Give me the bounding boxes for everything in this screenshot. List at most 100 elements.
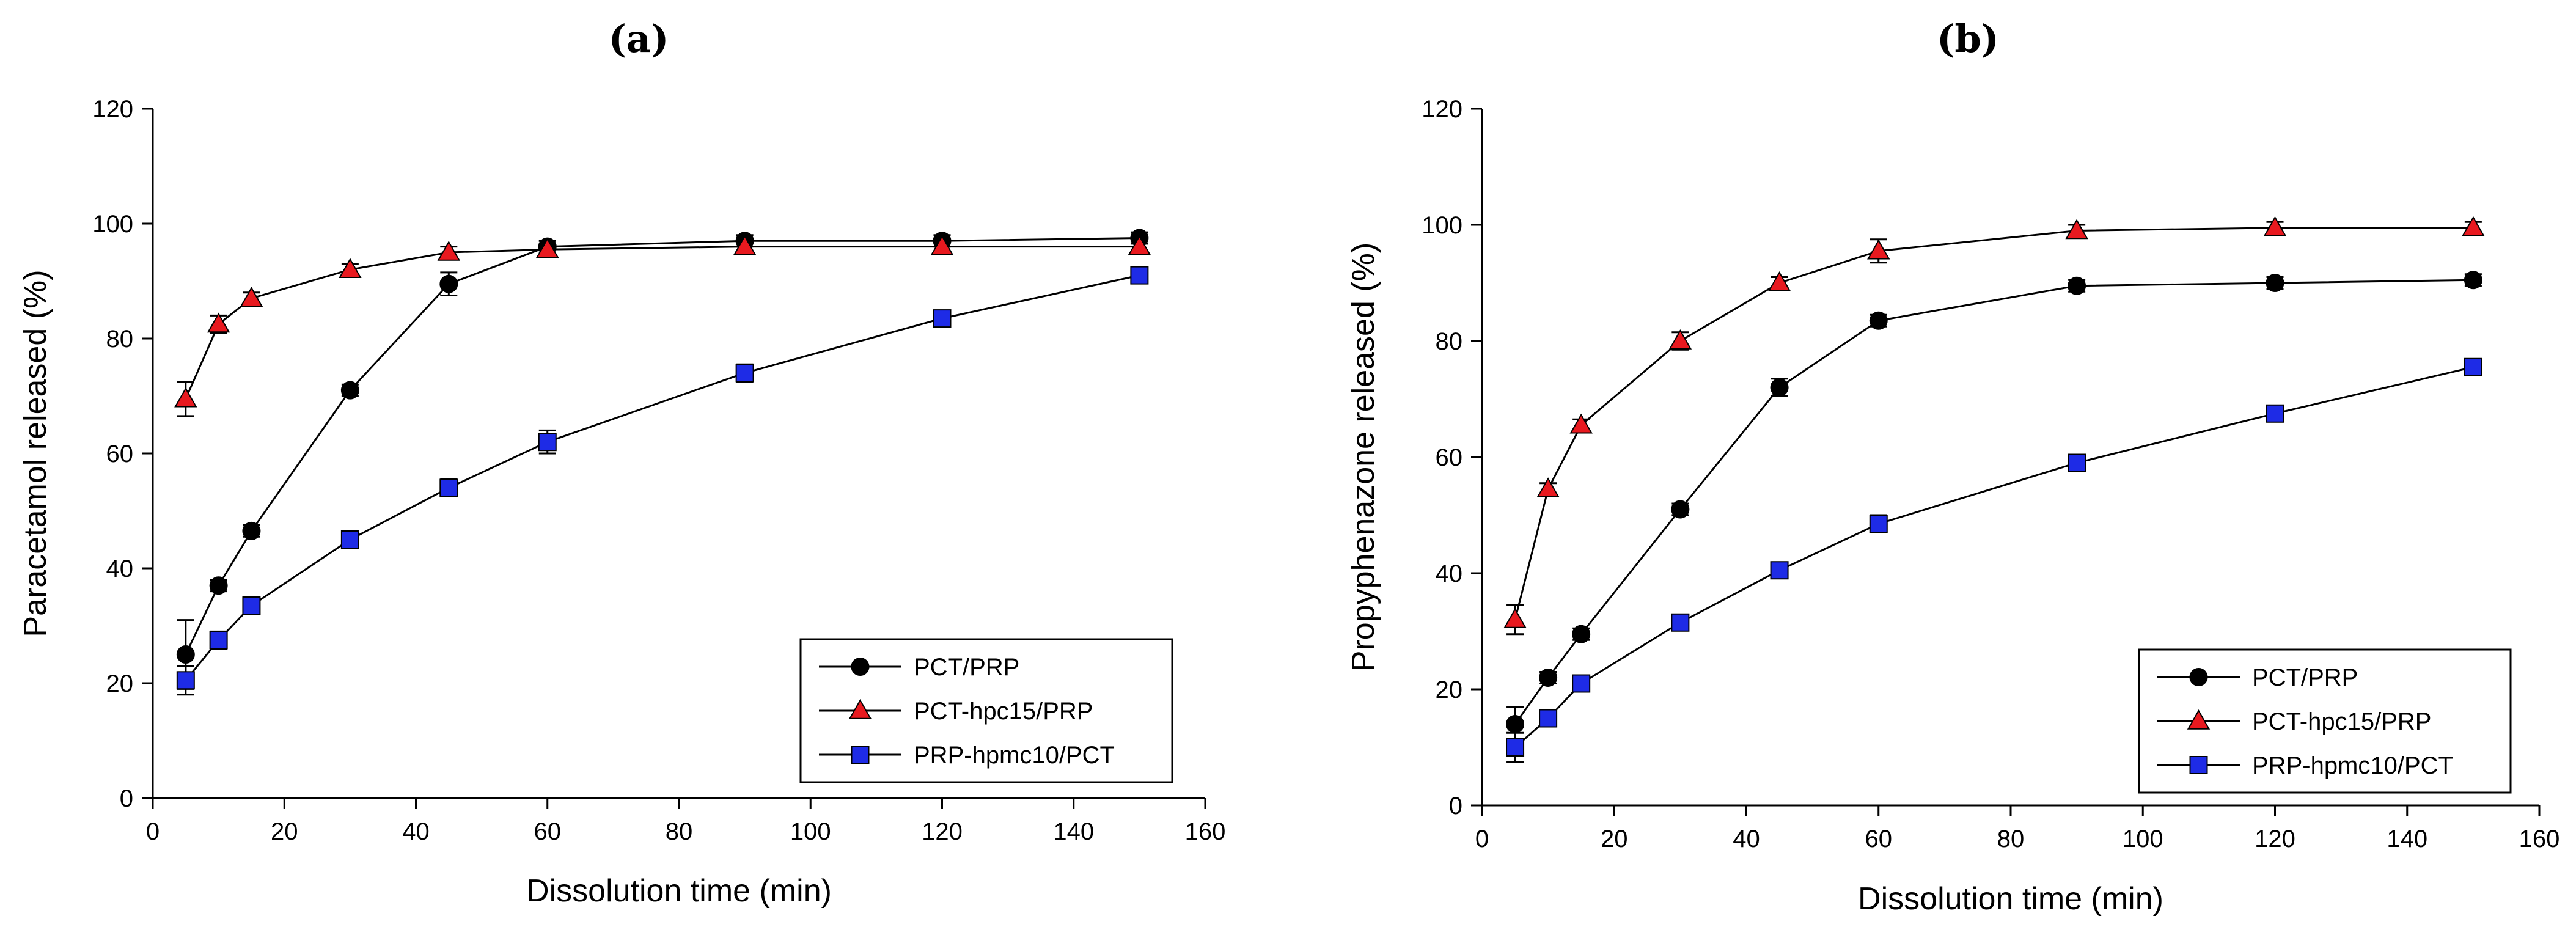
x-tick-label: 80 <box>1997 826 2025 852</box>
data-point <box>733 235 757 255</box>
data-point <box>1128 235 1151 255</box>
y-tick-label: 80 <box>1436 328 1463 355</box>
data-point <box>439 478 458 497</box>
data-point <box>538 433 557 452</box>
x-tick-label: 40 <box>402 818 430 845</box>
y-tick-label: 0 <box>120 785 133 812</box>
series-prp-hpmc10-pct <box>1506 357 2482 763</box>
data-point <box>437 240 461 261</box>
data-point <box>1506 715 1525 733</box>
x-tick-label: 120 <box>922 818 963 845</box>
data-point <box>2266 274 2284 292</box>
legend-item: PRP-hpmc10/PCT <box>2157 752 2453 779</box>
x-tick-label: 0 <box>146 818 160 845</box>
data-point <box>1539 669 1558 687</box>
data-point <box>1770 378 1789 397</box>
data-point <box>2263 216 2287 236</box>
panel-a-chart: (a) 0 20 40 60 80 100 120 140 160 0 20 40 60 80 100 120 D… <box>18 16 1225 909</box>
data-point <box>930 235 954 255</box>
series-line <box>185 274 1140 681</box>
x-tick-label: 0 <box>1475 826 1489 852</box>
legend-item: PCT/PRP <box>2157 664 2358 691</box>
x-tick-label: 60 <box>534 818 562 845</box>
legend: PCT/PRP PCT-hpc15/PRP PRP-hpmc10/PCT <box>799 638 1173 783</box>
y-tick-label: 20 <box>106 670 134 697</box>
data-point <box>1668 329 1692 350</box>
series-line <box>185 237 1140 655</box>
y-tick-label: 40 <box>106 555 134 582</box>
data-point <box>1869 515 1888 533</box>
data-point <box>1671 500 1690 519</box>
data-point <box>2065 219 2088 240</box>
series-line <box>1514 227 2473 620</box>
data-point <box>1539 709 1558 728</box>
legend-label: PRP-hpmc10/PCT <box>914 742 1115 769</box>
panel-label: (a) <box>609 16 669 61</box>
legend-item: PCT/PRP <box>819 654 1019 681</box>
data-point <box>1572 674 1591 693</box>
legend-label: PCT/PRP <box>2252 664 2358 691</box>
data-point <box>1671 613 1690 632</box>
x-tick-label: 120 <box>2255 826 2295 852</box>
legend-marker <box>2187 709 2211 730</box>
x-tick-label: 40 <box>1733 826 1760 852</box>
data-point <box>2462 216 2485 236</box>
x-tick-label: 160 <box>2519 826 2560 852</box>
x-tick-label: 20 <box>1601 826 1628 852</box>
legend-label: PRP-hpmc10/PCT <box>2252 752 2453 779</box>
data-point <box>1536 477 1560 497</box>
data-point <box>2266 404 2284 423</box>
legend-label: PCT-hpc15/PRP <box>2252 708 2431 735</box>
data-point <box>2464 357 2482 376</box>
data-point <box>209 631 228 650</box>
data-point <box>176 645 195 664</box>
data-point <box>1767 271 1791 291</box>
legend: PCT/PRP PCT-hpc15/PRP PRP-hpmc10/PCT <box>2138 648 2512 794</box>
data-point <box>340 381 359 400</box>
data-point <box>1506 738 1525 757</box>
data-point <box>174 387 197 408</box>
legend-item: PCT-hpc15/PRP <box>2157 708 2431 735</box>
legend-marker <box>2189 668 2208 686</box>
panel-b-chart: (b) 0 20 40 60 80 100 120 140 160 0 20 40 60 80 100 120 D… <box>1346 16 2559 917</box>
y-tick-label: 120 <box>1422 96 1462 123</box>
y-tick-label: 100 <box>92 211 133 238</box>
data-point <box>1867 239 1890 260</box>
legend-item: PCT-hpc15/PRP <box>819 698 1093 725</box>
legend-marker <box>848 698 872 719</box>
data-point <box>2068 276 2086 295</box>
y-axis-label: Paracetamol released (%) <box>18 269 53 637</box>
data-point <box>933 309 952 328</box>
x-tick-label: 160 <box>1185 818 1226 845</box>
data-point <box>209 576 228 595</box>
series-prp-hpmc10-pct <box>176 266 1149 696</box>
data-point <box>1569 413 1593 434</box>
x-tick-label: 60 <box>1865 826 1893 852</box>
data-point <box>176 671 195 690</box>
data-point <box>439 274 458 293</box>
y-tick-label: 20 <box>1436 676 1463 703</box>
data-point <box>1572 625 1591 643</box>
x-tick-label: 20 <box>271 818 298 845</box>
data-point <box>242 596 261 615</box>
x-tick-label: 80 <box>666 818 693 845</box>
y-tick-label: 80 <box>106 326 134 353</box>
y-tick-label: 120 <box>92 96 133 123</box>
legend-label: PCT/PRP <box>914 654 1019 681</box>
series-pct-hpc15-prp <box>174 235 1151 417</box>
y-axis-label: Propyphenazone released (%) <box>1346 243 1381 672</box>
data-point <box>242 521 261 540</box>
legend-marker <box>851 658 870 676</box>
data-point <box>339 258 362 278</box>
series-pct-prp <box>176 229 1149 690</box>
y-tick-label: 60 <box>1436 444 1463 471</box>
legend-item: PRP-hpmc10/PCT <box>819 742 1115 769</box>
data-point <box>207 312 230 333</box>
series-line <box>185 246 1140 400</box>
data-point <box>1503 607 1527 628</box>
data-point <box>1770 561 1789 580</box>
x-axis-label: Dissolution time (min) <box>1858 881 2163 917</box>
series-pct-hpc15-prp <box>1503 216 2485 636</box>
legend-label: PCT-hpc15/PRP <box>914 698 1093 725</box>
x-tick-label: 100 <box>2123 826 2163 852</box>
